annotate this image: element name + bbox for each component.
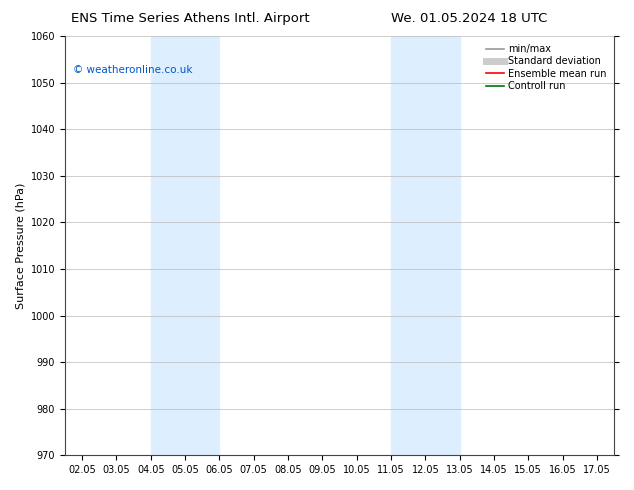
Bar (151, 36, 219, 455)
Text: We. 01.05.2024 18 UTC: We. 01.05.2024 18 UTC (391, 12, 547, 25)
Text: © weatheronline.co.uk: © weatheronline.co.uk (73, 66, 193, 75)
Legend: min/max, Standard deviation, Ensemble mean run, Controll run: min/max, Standard deviation, Ensemble me… (484, 41, 609, 94)
Y-axis label: Surface Pressure (hPa): Surface Pressure (hPa) (15, 183, 25, 309)
Bar (391, 36, 460, 455)
Text: ENS Time Series Athens Intl. Airport: ENS Time Series Athens Intl. Airport (71, 12, 309, 25)
